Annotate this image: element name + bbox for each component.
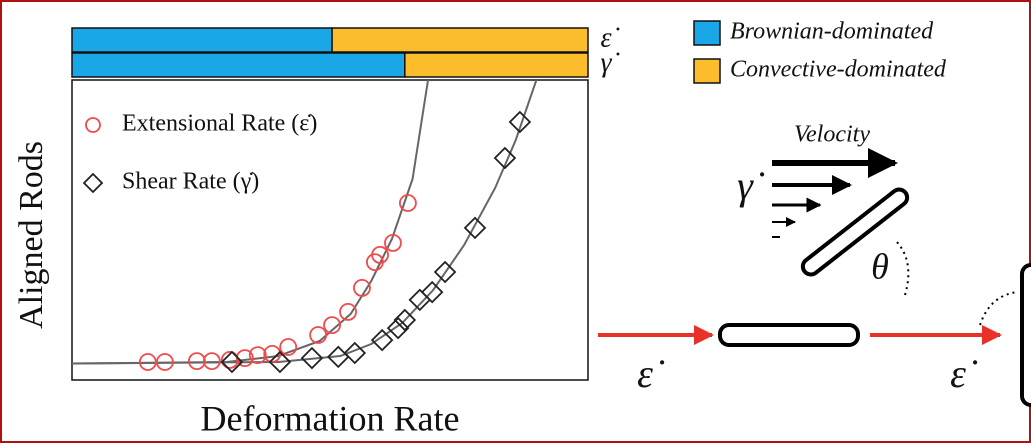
data-point [465,218,485,238]
angle-label: θ [871,246,889,286]
data-point [410,290,430,310]
x-axis-label: Deformation Rate [201,398,460,438]
ext-symbol: ε̇ [950,351,978,396]
data-point [400,195,416,211]
angle-arc [895,240,908,295]
regime-bar [72,28,332,52]
angle-arc [980,292,1018,325]
figure: Deformation Rate Aligned Rods Velocity γ… [0,0,1031,443]
legend-label: Convective-dominated [730,57,947,83]
legend-label: Brownian-dominated [730,19,934,45]
rod [1022,265,1031,405]
legend-swatch [694,59,720,83]
legend-marker [86,118,100,132]
legend-label: Shear Rate (γ̇) [122,169,259,195]
data-point [189,353,205,369]
regime-bar [405,53,588,77]
legend-marker [84,174,102,192]
velocity-label: Velocity [794,122,870,148]
legend-swatch [694,21,720,45]
regime-bar [332,28,588,52]
diagram: Velocity γ̇ θ ε̇ ε̇ [598,122,1031,406]
regime-bar [72,53,405,77]
rod [720,325,858,345]
y-axis-label: Aligned Rods [13,141,50,329]
rod [800,186,911,277]
ext-symbol: ε̇ [637,351,665,396]
legend-label: Extensional Rate (ε̇) [122,111,317,137]
regime-label: γ̇ [600,47,619,78]
shear-symbol: γ̇ [737,163,765,208]
